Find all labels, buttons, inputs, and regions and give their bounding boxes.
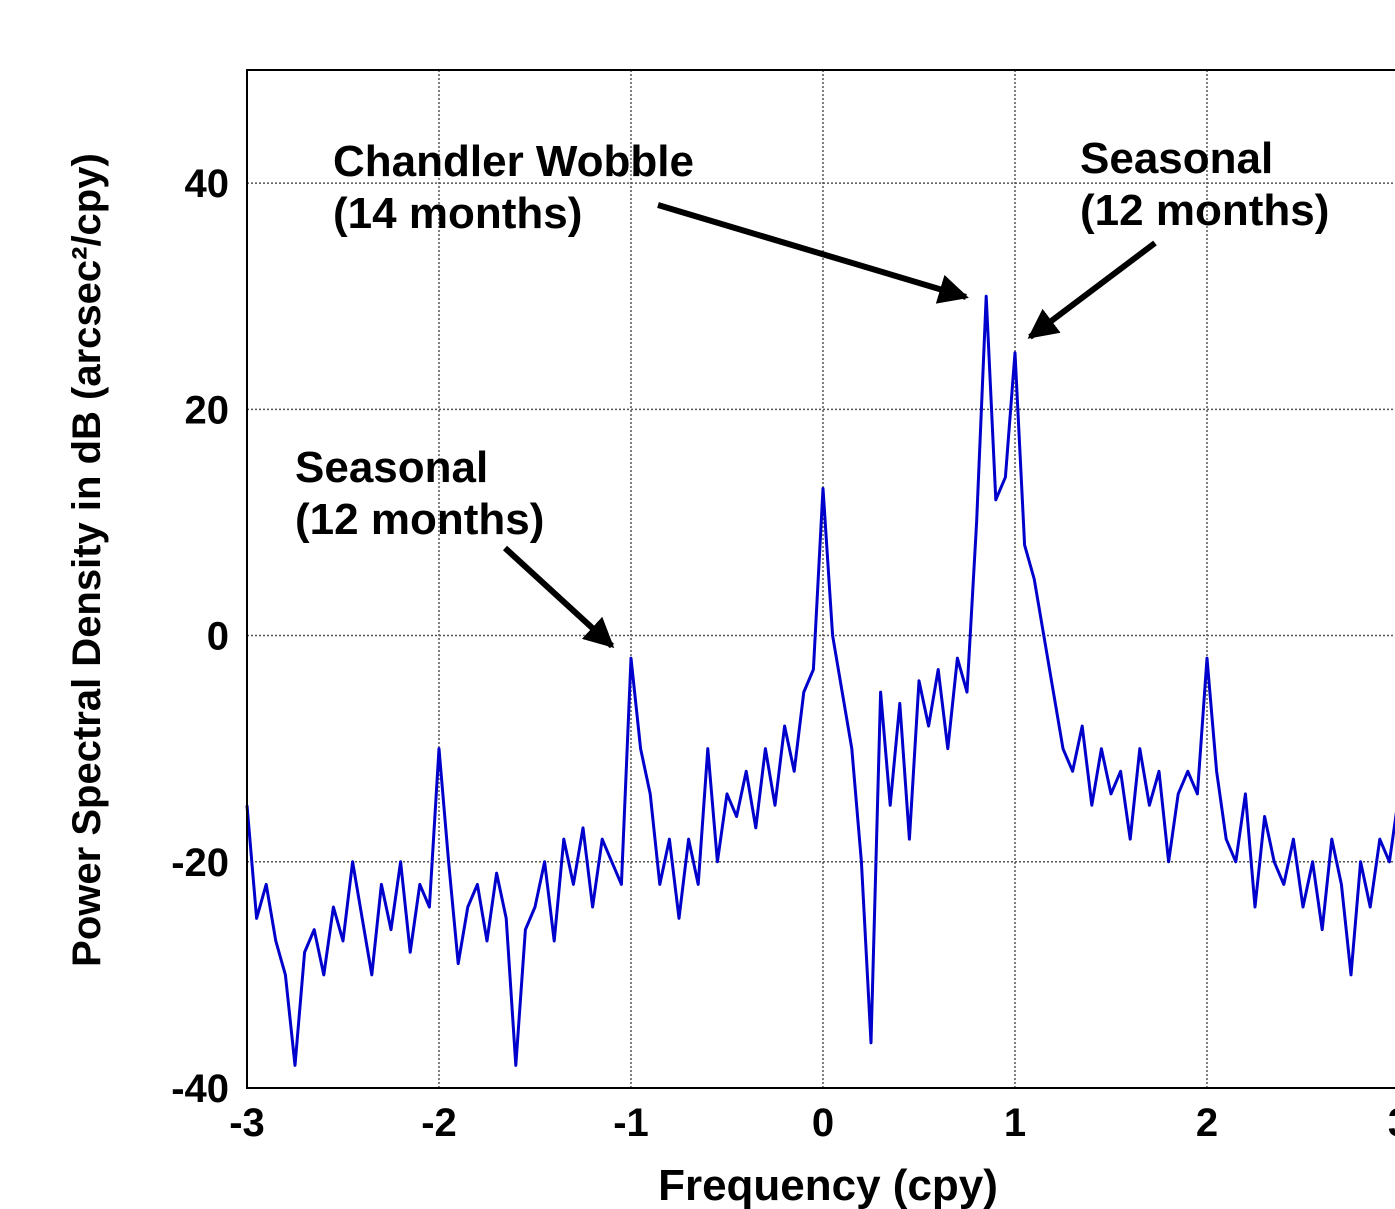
- x-tick-label: 3: [1388, 1101, 1395, 1145]
- annotation: (12 months): [295, 495, 544, 544]
- y-tick-label: 40: [185, 162, 230, 206]
- annotation: (14 months): [333, 189, 582, 238]
- x-axis-label: Frequency (cpy): [658, 1161, 998, 1209]
- annotation: Seasonal: [295, 443, 488, 492]
- y-tick-label: 0: [207, 615, 229, 659]
- x-tick-label: 2: [1196, 1101, 1218, 1145]
- x-tick-label: 1: [1004, 1101, 1026, 1145]
- y-tick-label: -40: [171, 1067, 229, 1111]
- y-tick-label: 20: [185, 388, 230, 432]
- annotation: (12 months): [1080, 186, 1329, 235]
- spectrum-line: [245, 294, 1395, 1067]
- y-axis-label: Power Spectral Density in dB (arcsec²/cp…: [65, 153, 109, 967]
- x-tick-label: -1: [613, 1101, 649, 1145]
- plot-frame: [246, 69, 1395, 1089]
- arrow: [657, 202, 969, 304]
- x-tick-label: 0: [812, 1101, 834, 1145]
- annotation: Chandler Wobble: [333, 137, 694, 186]
- arrow: [1027, 240, 1157, 340]
- x-tick-label: -3: [229, 1101, 265, 1145]
- x-tick-label: -2: [421, 1101, 457, 1145]
- arrow: [502, 545, 615, 649]
- y-tick-label: -20: [171, 841, 229, 885]
- annotation: Seasonal: [1080, 134, 1273, 183]
